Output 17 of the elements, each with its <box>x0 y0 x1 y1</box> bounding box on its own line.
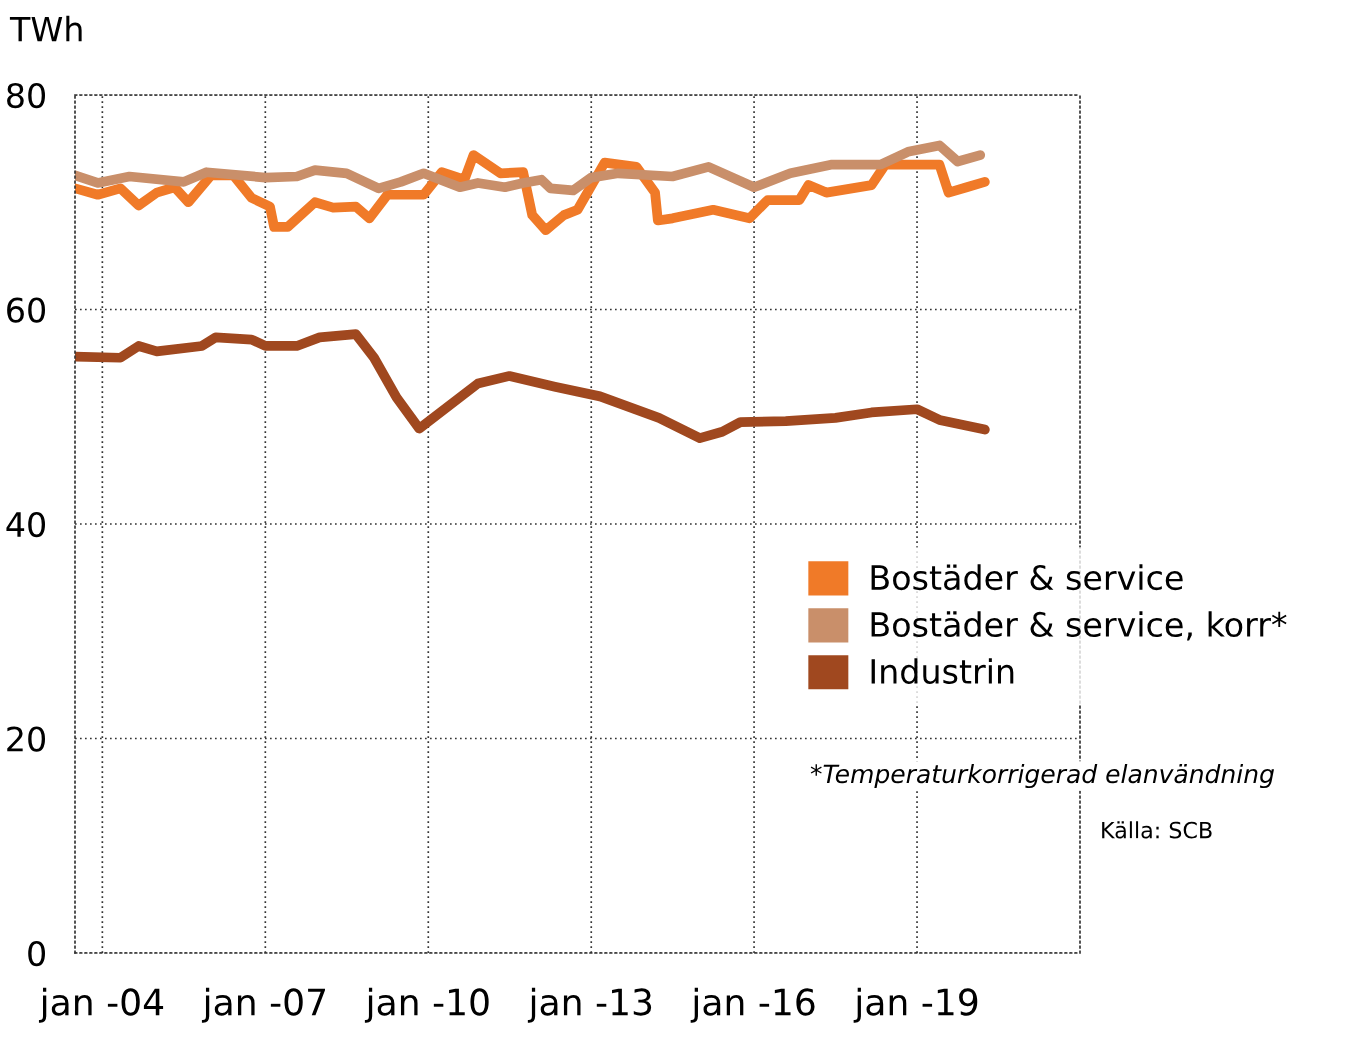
annotation: *Temperaturkorrigerad elanvändning <box>810 763 1274 789</box>
legend-label: Bostäder & service, korr* <box>871 611 1287 641</box>
legend-label: Bostäder & service <box>871 564 1183 591</box>
text: Källa: SCB <box>1102 821 1212 839</box>
y-tick-label: 20 <box>7 726 46 752</box>
x-tick-label: jan -19 <box>853 987 978 1023</box>
y-axis-title: TWh <box>9 15 82 42</box>
x-tick-label: jan -16 <box>690 987 815 1023</box>
y-tick-label: 0 <box>28 940 46 967</box>
x-tick-label: jan -07 <box>201 987 325 1023</box>
y-tick-label: 80 <box>7 82 46 109</box>
x-tick-label: jan -10 <box>364 987 489 1023</box>
y-tick-label: 60 <box>7 297 46 323</box>
legend-label: Industrin <box>871 658 1014 685</box>
y-tick-label: 40 <box>6 511 46 538</box>
x-tick-label: jan -04 <box>38 987 164 1023</box>
x-tick-label: jan -13 <box>527 987 652 1023</box>
